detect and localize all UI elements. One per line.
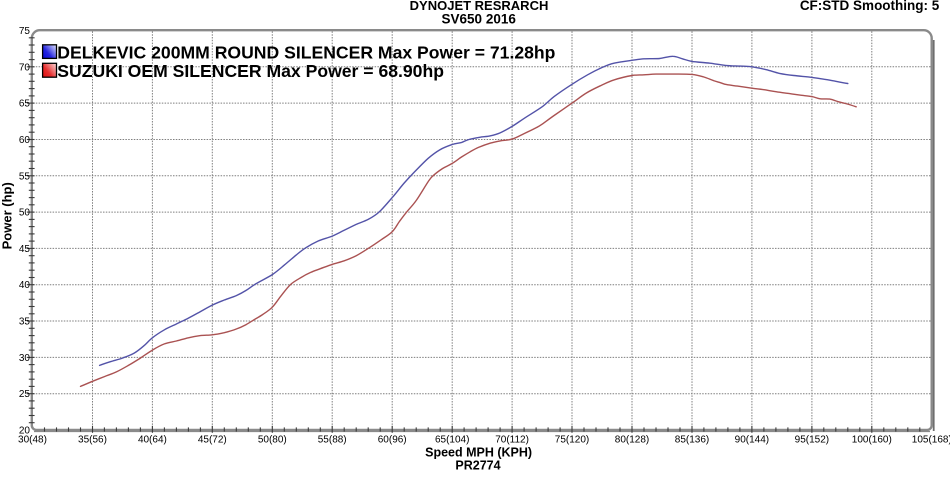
svg-text:30: 30	[19, 353, 31, 364]
svg-text:35(56): 35(56)	[78, 435, 107, 446]
svg-text:40: 40	[19, 280, 31, 291]
svg-text:45: 45	[19, 244, 31, 255]
svg-text:75: 75	[19, 26, 31, 37]
svg-text:50(80): 50(80)	[258, 435, 287, 446]
svg-text:65: 65	[19, 99, 31, 110]
svg-text:35: 35	[19, 317, 31, 328]
svg-text:50: 50	[19, 208, 31, 219]
svg-text:DYNOJET RESRARCH: DYNOJET RESRARCH	[410, 0, 549, 13]
svg-text:Power (hp): Power (hp)	[0, 182, 15, 249]
svg-text:95(152): 95(152)	[795, 435, 829, 446]
svg-text:DELKEVIC 200MM ROUND SILENCER: DELKEVIC 200MM ROUND SILENCER Max Power …	[57, 43, 555, 63]
svg-text:100(160): 100(160)	[852, 435, 892, 446]
svg-text:CF:STD Smoothing: 5: CF:STD Smoothing: 5	[800, 0, 940, 13]
svg-text:30(48): 30(48)	[18, 435, 47, 446]
svg-text:25: 25	[19, 389, 31, 400]
svg-text:105(168): 105(168)	[912, 435, 950, 446]
svg-text:65(104): 65(104)	[435, 435, 469, 446]
svg-text:55(88): 55(88)	[318, 435, 347, 446]
svg-text:60(96): 60(96)	[378, 435, 407, 446]
svg-text:90(144): 90(144)	[735, 435, 769, 446]
svg-text:80(128): 80(128)	[615, 435, 649, 446]
svg-text:Speed MPH (KPH): Speed MPH (KPH)	[425, 445, 532, 459]
svg-text:SUZUKI OEM SILENCER Max Power: SUZUKI OEM SILENCER Max Power = 68.90hp	[57, 61, 444, 81]
svg-text:70: 70	[19, 62, 31, 73]
svg-text:PR2774: PR2774	[455, 459, 500, 472]
svg-text:60: 60	[19, 135, 31, 146]
svg-text:40(64): 40(64)	[138, 435, 167, 446]
svg-text:55: 55	[19, 171, 31, 182]
svg-text:85(136): 85(136)	[675, 435, 709, 446]
svg-text:45(72): 45(72)	[198, 435, 227, 446]
svg-text:20: 20	[19, 426, 31, 437]
svg-text:75(120): 75(120)	[555, 435, 589, 446]
svg-text:70(112): 70(112)	[495, 435, 529, 446]
svg-text:SV650 2016: SV650 2016	[442, 12, 517, 27]
